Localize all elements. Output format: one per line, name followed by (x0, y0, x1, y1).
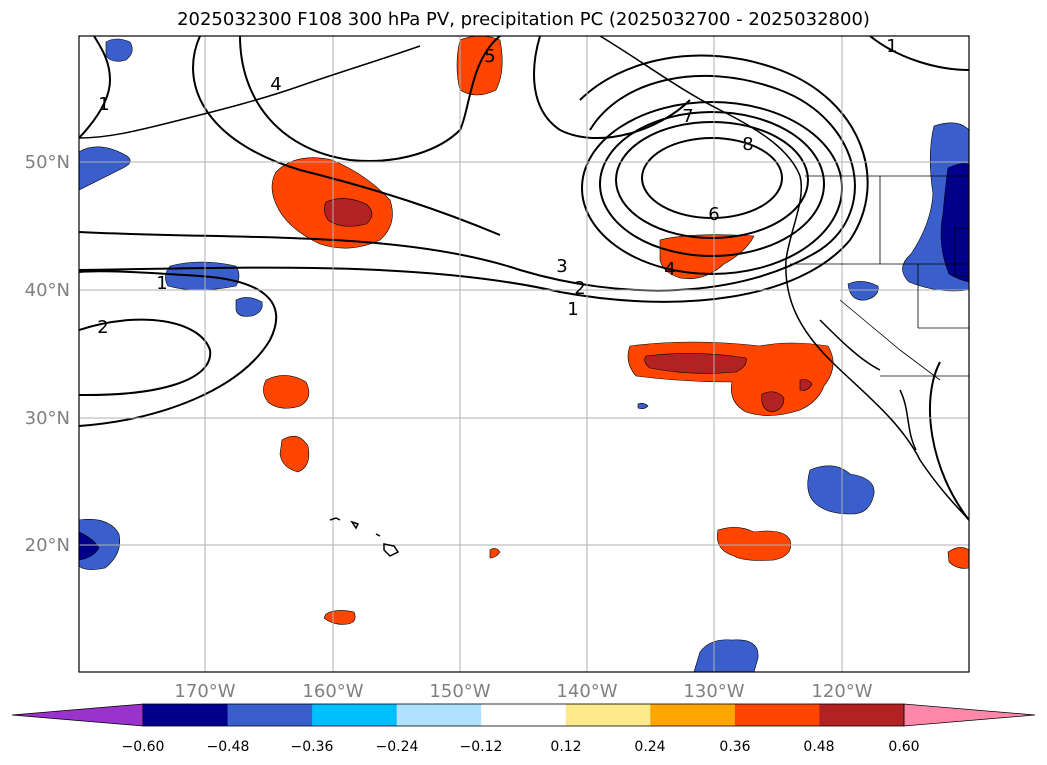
colorbar-segment (565, 704, 651, 726)
lon-label: 140°W (556, 681, 617, 702)
colorbar-min-extension (11, 703, 144, 727)
contour-label: 1 (156, 273, 167, 294)
lat-label: 30°N (25, 408, 70, 429)
contour-labels: 1 1 1 2 2 3 4 4 5 6 7 8 1 (97, 36, 897, 338)
colorbar-segment (312, 704, 398, 726)
colorbar-tick-label: 0.48 (803, 739, 834, 755)
contour-label: 4 (664, 259, 675, 280)
colorbar-tick-label: −0.12 (460, 739, 503, 755)
lon-label: 120°W (811, 681, 872, 702)
coastlines (79, 36, 969, 557)
colorbar-segment (396, 704, 482, 726)
contour-label: 2 (97, 317, 108, 338)
colorbar-tick-label: 0.24 (634, 739, 665, 755)
map-frame (78, 35, 970, 673)
colorbar-segment (734, 704, 820, 726)
lat-label: 20°N (25, 535, 70, 556)
lon-label: 160°W (302, 681, 363, 702)
colorbar-tick-label: −0.48 (207, 739, 250, 755)
contour-label: 7 (682, 106, 693, 127)
colorbar-segment (143, 704, 229, 726)
map-title: 2025032300 F108 300 hPa PV, precipitatio… (177, 9, 870, 30)
gridlines (79, 36, 969, 672)
colorbar-segment (819, 704, 905, 726)
contour-label: 4 (270, 74, 281, 95)
borders (790, 175, 969, 381)
positive-precip-anomalies (263, 36, 969, 625)
contour-label: 8 (742, 134, 753, 155)
colorbar-tick-label: 0.36 (719, 739, 750, 755)
colorbar-tick-label: 0.60 (888, 739, 919, 755)
contour-label: 1 (567, 299, 578, 320)
lon-label: 150°W (429, 681, 490, 702)
colorbar-segment (227, 704, 313, 726)
colorbar: −0.60 −0.48 −0.36 −0.24 −0.12 0.12 0.24 … (11, 703, 1036, 755)
colorbar-max-extension (903, 703, 1036, 727)
contour-label: 6 (708, 204, 719, 225)
latitude-labels: 50°N 40°N 30°N 20°N (25, 152, 70, 556)
lon-label: 130°W (683, 681, 744, 702)
longitude-labels: 170°W 160°W 150°W 140°W 130°W 120°W (174, 681, 872, 702)
lon-label: 170°W (174, 681, 235, 702)
colorbar-tick-label: −0.60 (122, 739, 165, 755)
colorbar-tick-label: −0.36 (291, 739, 334, 755)
colorbar-tick-label: 0.12 (550, 739, 581, 755)
contour-label: 5 (484, 46, 495, 67)
contour-label: 3 (556, 256, 567, 277)
lat-label: 40°N (25, 280, 70, 301)
contour-label: 2 (574, 278, 585, 299)
colorbar-tick-label: −0.24 (376, 739, 419, 755)
contour-label: 1 (886, 36, 897, 57)
colorbar-segment (650, 704, 736, 726)
colorbar-segment (481, 704, 567, 726)
contour-label: 1 (98, 94, 109, 115)
lat-label: 50°N (25, 152, 70, 173)
